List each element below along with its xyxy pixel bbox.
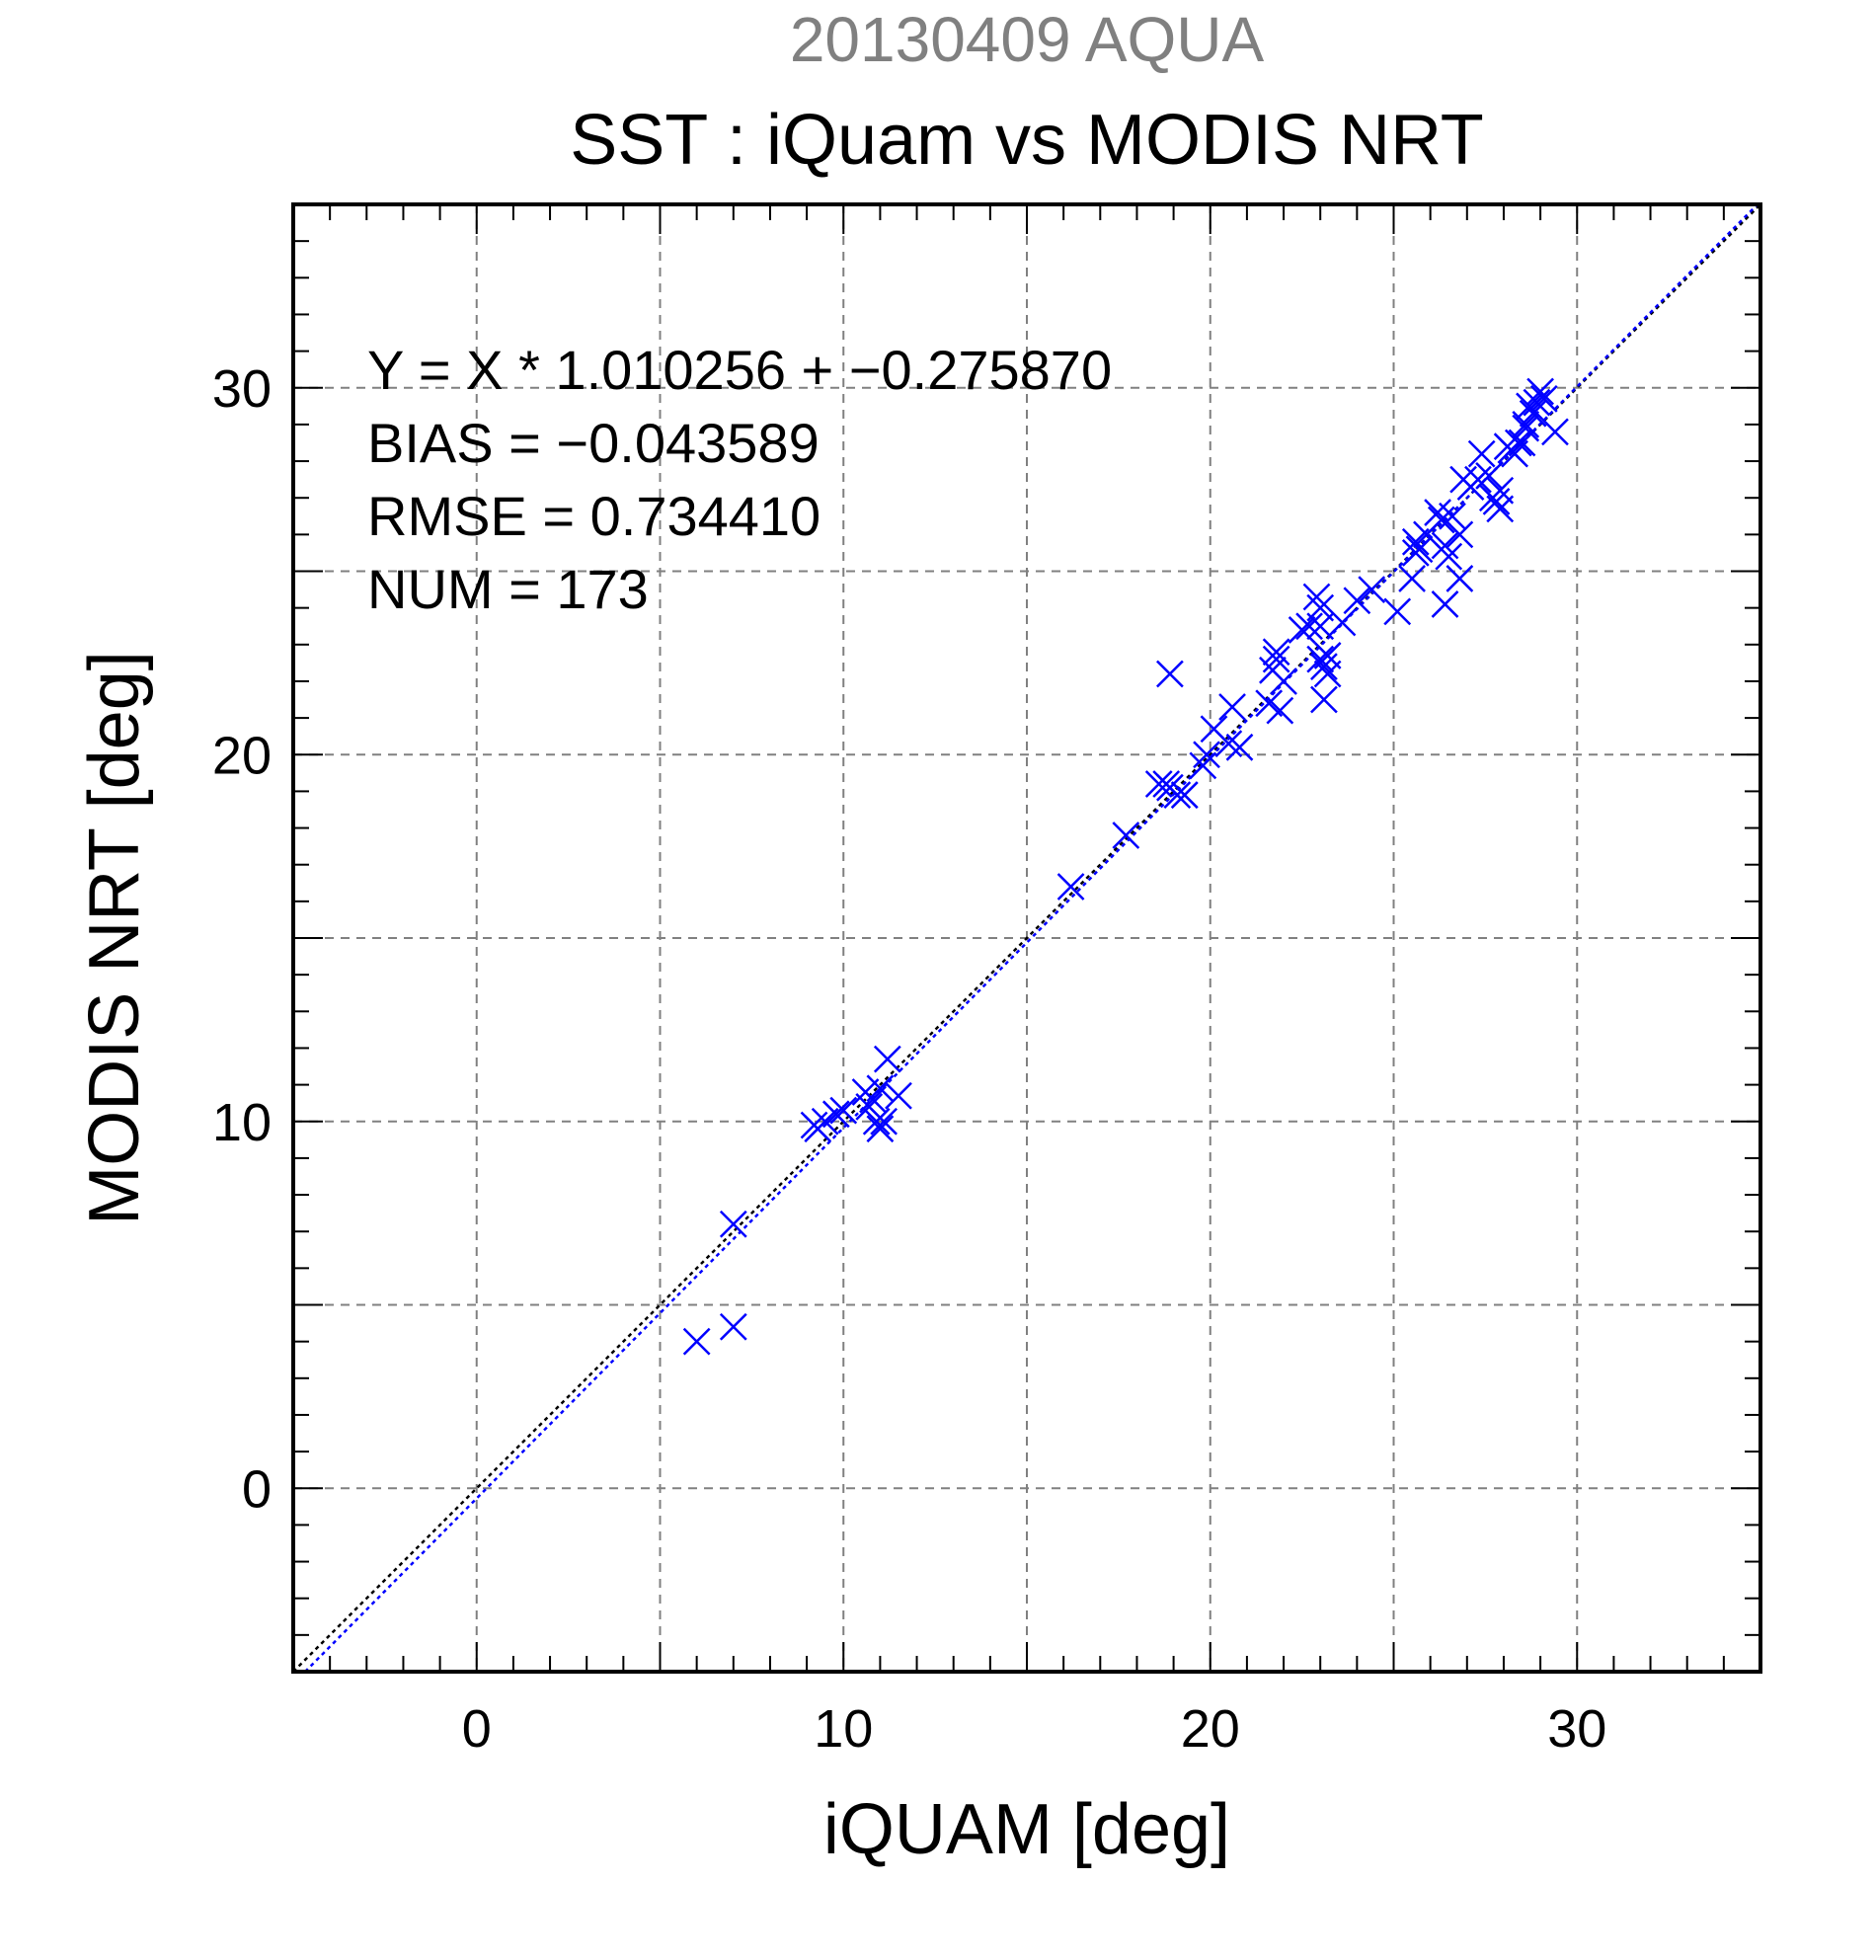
data-point	[1383, 597, 1412, 626]
data-point	[866, 1115, 895, 1143]
data-point	[1288, 616, 1316, 644]
data-point	[1193, 741, 1220, 769]
x-tick-label: 0	[462, 1699, 492, 1759]
y-axis-label: MODIS NRT [deg]	[75, 651, 154, 1225]
data-point	[1156, 660, 1184, 688]
data-point	[1439, 502, 1466, 530]
data-point	[1295, 612, 1323, 641]
data-point	[1218, 693, 1246, 721]
data-point	[1144, 770, 1173, 798]
data-point	[870, 1107, 898, 1136]
data-point	[682, 1327, 711, 1356]
data-point	[1302, 583, 1331, 611]
one-to-one-line	[292, 203, 1761, 1673]
data-point	[1516, 392, 1543, 421]
data-point	[1262, 645, 1290, 673]
data-point	[1446, 565, 1474, 592]
data-point	[1310, 685, 1338, 714]
stats-annotation: Y = X * 1.010256 + −0.275870 BIAS = −0.0…	[367, 339, 1112, 620]
y-tick-labels: 0 10 20 30	[212, 359, 272, 1520]
fit-lines	[292, 203, 1761, 1673]
data-point	[1523, 388, 1551, 417]
x-tick-label: 30	[1547, 1699, 1606, 1759]
bias-stat: BIAS = −0.043589	[367, 412, 820, 474]
x-tick-label: 20	[1181, 1699, 1240, 1759]
data-point	[1512, 414, 1540, 442]
data-point	[1310, 653, 1338, 680]
data-point	[1435, 542, 1463, 571]
data-point	[1343, 587, 1371, 615]
data-point	[1482, 488, 1511, 515]
data-point	[829, 1096, 858, 1125]
data-point	[873, 1045, 901, 1073]
data-point	[1163, 781, 1192, 809]
plot-frame	[291, 202, 1762, 1674]
data-point	[1541, 418, 1569, 446]
chart-header: 20130409 AQUA	[790, 4, 1265, 75]
data-point	[1519, 399, 1547, 428]
x-tick-label: 10	[814, 1699, 873, 1759]
data-point	[1427, 506, 1455, 534]
y-tick-label: 10	[212, 1093, 272, 1152]
data-point	[866, 1074, 895, 1103]
data-point	[1529, 385, 1558, 413]
data-point	[1313, 642, 1342, 669]
data-point	[1398, 565, 1426, 592]
data-point	[719, 1210, 747, 1238]
data-point	[1112, 822, 1140, 849]
count-stat: NUM = 173	[367, 558, 649, 620]
data-point	[1270, 667, 1297, 695]
x-tick-labels: 0 10 20 30	[462, 1699, 1607, 1759]
y-tick-label: 20	[212, 726, 272, 785]
data-point	[1170, 781, 1199, 809]
data-point	[862, 1107, 891, 1136]
data-point	[821, 1100, 850, 1129]
data-point	[1266, 696, 1294, 725]
data-point	[1189, 751, 1217, 780]
grid	[293, 204, 1760, 1672]
y-tick-label: 0	[242, 1459, 272, 1519]
data-point	[1306, 645, 1335, 673]
data-point	[1328, 608, 1357, 637]
data-point	[1262, 638, 1290, 666]
data-point	[1504, 429, 1532, 457]
data-point	[719, 1312, 747, 1341]
data-point	[885, 1081, 912, 1110]
data-point	[1405, 535, 1434, 564]
rmse-stat: RMSE = 0.734410	[367, 485, 821, 547]
regression-equation: Y = X * 1.010256 + −0.275870	[367, 339, 1112, 401]
data-point	[1214, 730, 1243, 757]
x-axis-label: iQUAM [deg]	[823, 1790, 1230, 1869]
data-point	[1467, 439, 1496, 468]
data-points	[682, 377, 1569, 1356]
data-point	[1306, 593, 1335, 622]
data-point	[1056, 873, 1085, 901]
data-point	[1225, 733, 1254, 761]
data-point	[1358, 576, 1386, 603]
y-tick-label: 30	[212, 359, 272, 419]
data-point	[1431, 590, 1459, 618]
chart-title: SST : iQuam vs MODIS NRT	[570, 101, 1484, 180]
data-point	[1464, 465, 1492, 494]
data-point	[1526, 377, 1554, 406]
data-point	[1475, 462, 1503, 490]
data-point	[1486, 495, 1515, 523]
data-point	[1431, 531, 1459, 560]
data-point	[1446, 520, 1474, 549]
